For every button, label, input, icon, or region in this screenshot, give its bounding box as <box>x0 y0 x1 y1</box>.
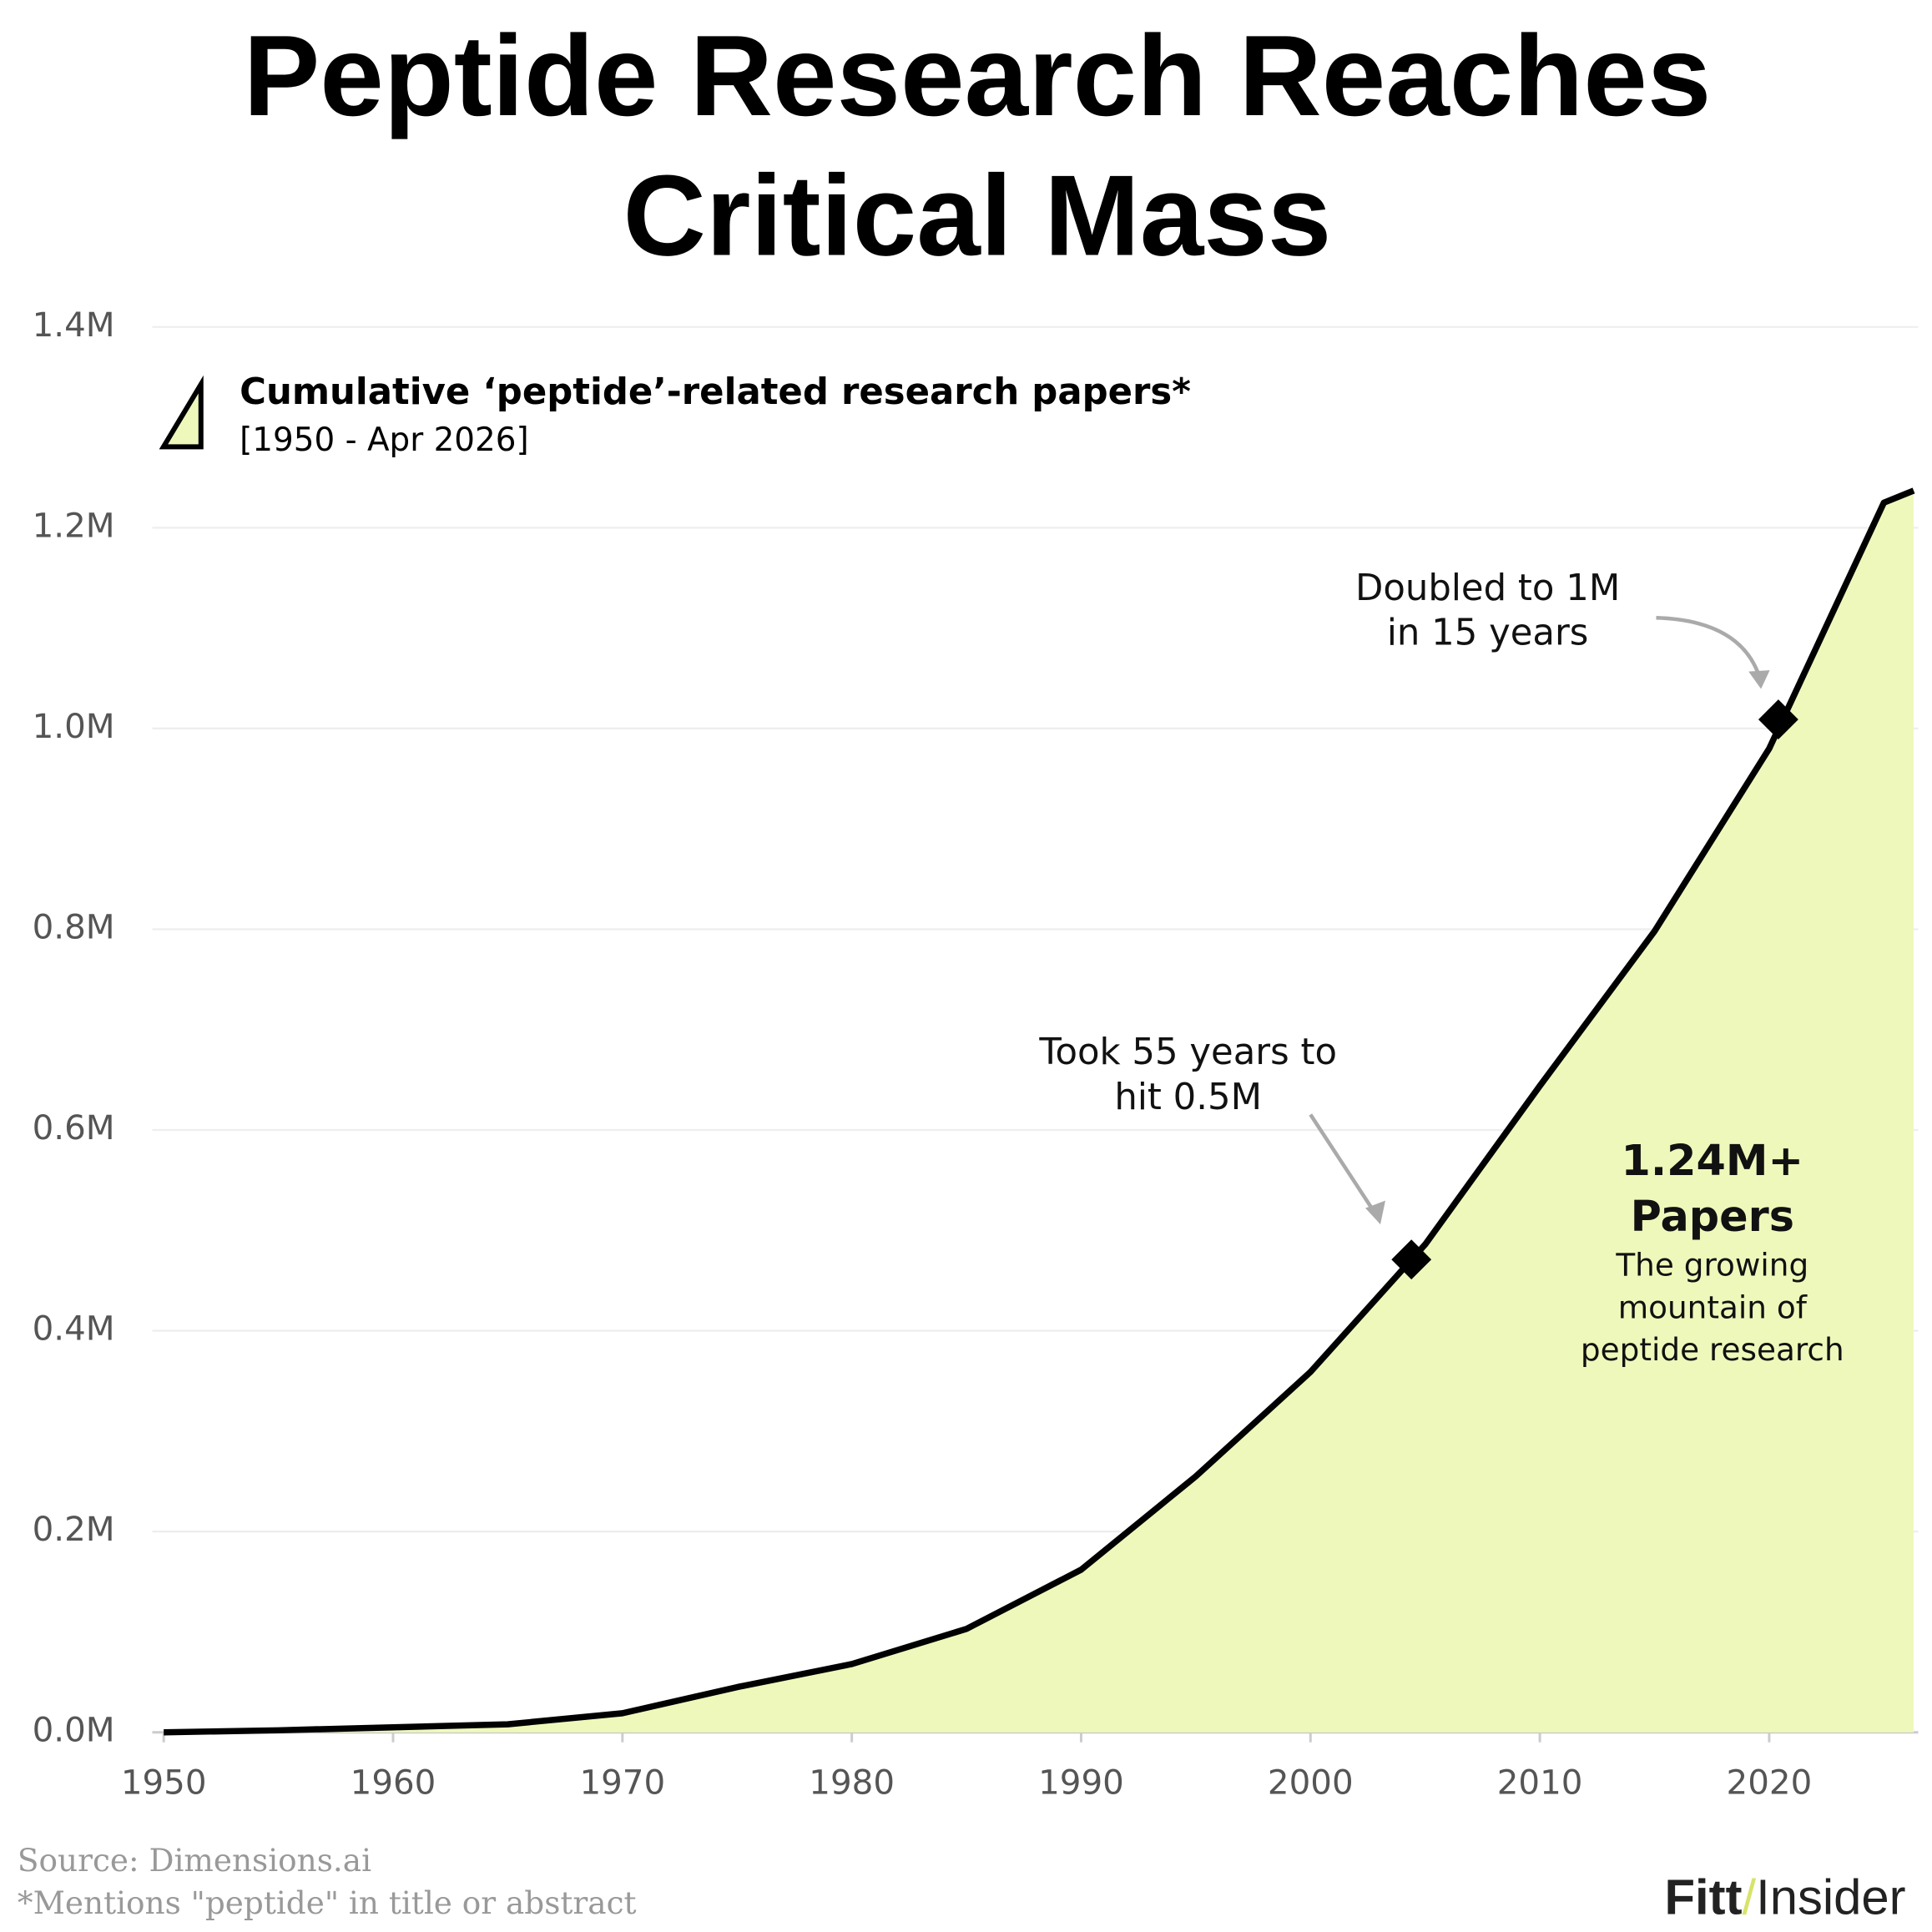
y-tick-label: 0.0M <box>33 1711 115 1750</box>
annotation: The growing <box>1615 1246 1808 1283</box>
plot: 0.0M 0.2M 0.4M 0.6M 0.8M 1.0M 1.2M 1.4M 1950 1960… <box>33 305 1919 1803</box>
annotation: in 15 years <box>1387 613 1589 654</box>
marker <box>1391 1239 1432 1280</box>
y-tick-label: 0.2M <box>33 1510 115 1549</box>
chart-title: Peptide Research Reaches <box>244 12 1712 140</box>
annotation: mountain of <box>1618 1289 1808 1325</box>
legend-icon <box>159 375 204 450</box>
y-tick-label: 1.4M <box>33 305 115 345</box>
x-tick-label: 1960 <box>351 1763 436 1803</box>
line <box>164 487 1915 1736</box>
annotation: hit 0.5M <box>1114 1077 1262 1118</box>
annotation: 1.24M+ <box>1622 1136 1804 1185</box>
x-tick-label: 1950 <box>121 1763 207 1803</box>
arrow <box>1656 616 1762 678</box>
source: Source: Dimensions.ai <box>18 1842 371 1879</box>
y-tick-label: 0.8M <box>33 907 115 946</box>
annotation: Took 55 years to <box>1038 1032 1337 1073</box>
logo-part: Fitt <box>1665 1869 1743 1924</box>
legend-subtitle: [1950 - Apr 2026] <box>240 421 529 459</box>
annotation: peptide research <box>1581 1331 1844 1368</box>
x-tick-label: 1980 <box>809 1763 895 1803</box>
y-tick-label: 0.4M <box>33 1309 115 1349</box>
area <box>164 490 1914 1733</box>
y-tick-label: 1.2M <box>33 506 115 545</box>
legend-label: Cumulative ‘peptide’-related research pa… <box>240 371 1191 413</box>
y-tick-label: 0.6M <box>33 1108 115 1148</box>
x-tick-label: 2000 <box>1268 1763 1354 1803</box>
x-tick-label: 1990 <box>1038 1763 1124 1803</box>
arrowhead <box>1748 670 1770 689</box>
x-tick-label: 2010 <box>1497 1763 1583 1803</box>
arrow <box>1309 1113 1379 1217</box>
annotation: Papers <box>1631 1192 1794 1241</box>
logo-part: / <box>1742 1869 1756 1924</box>
footnote: *Mentions "peptide" in title or abstract <box>18 1884 637 1921</box>
annotation: Doubled to 1M <box>1355 567 1620 609</box>
logo-part: Insider <box>1756 1869 1905 1924</box>
arrowhead <box>1365 1200 1385 1225</box>
chart-title: Critical Mass <box>623 152 1332 280</box>
x-tick-label: 1970 <box>579 1763 665 1803</box>
logo: Fitt/Insider <box>1665 1869 1906 1924</box>
marker <box>1758 699 1798 740</box>
x-tick-label: 2020 <box>1727 1763 1813 1803</box>
y-tick-label: 1.0M <box>33 707 115 746</box>
